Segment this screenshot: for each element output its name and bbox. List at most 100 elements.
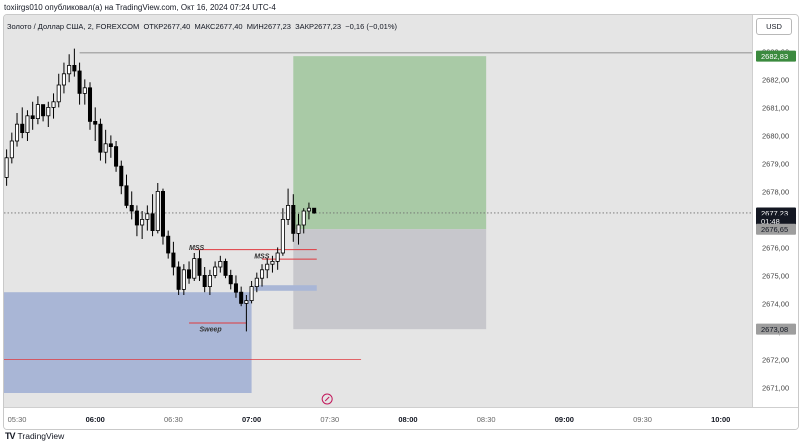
candle-body: [140, 218, 145, 226]
price-tick-label: 2675,00: [762, 271, 789, 280]
candle-body: [129, 204, 134, 212]
candle-body: [25, 115, 30, 134]
candle-body: [306, 207, 311, 212]
price-tick-label: 2678,00: [762, 187, 789, 196]
candle-body: [87, 87, 93, 122]
candle-body: [181, 269, 186, 290]
annotation-label: MSS: [189, 245, 205, 252]
candle-body: [207, 274, 212, 287]
time-scale-axis: 05:30 06:00 06:30 07:00 07:30 08:00 08:30 09:00…: [8, 415, 731, 424]
candle-body: [41, 104, 46, 117]
candle-body: [265, 263, 270, 271]
candle-body: [93, 121, 98, 125]
candle-body: [270, 260, 275, 265]
candle-body: [202, 274, 207, 287]
candle-body: [244, 300, 249, 304]
candle-body: [35, 104, 40, 119]
time-tick-label: 07:00: [242, 415, 261, 424]
price-tick-label: 2672,00: [762, 355, 789, 364]
annotation-label: Sweep: [199, 326, 222, 333]
ohlc-open: ОТКР2677,40: [143, 22, 191, 31]
candle-body: [213, 266, 218, 276]
candle-body: [30, 115, 35, 120]
candle-body: [249, 286, 254, 302]
candle-body: [51, 101, 56, 108]
candle-body: [187, 269, 192, 279]
price-label-box: [756, 50, 796, 62]
candle-body: [77, 70, 82, 94]
candle-body: [218, 260, 223, 268]
candle-body: [15, 123, 20, 142]
publisher-caption: toxiirgs010 опубликовал(а) на TradingVie…: [4, 3, 276, 12]
replay-icon: [321, 393, 333, 405]
price-label-text: 2676,65: [761, 225, 788, 234]
ohlc-change: −0,16 (−0,01%): [345, 22, 397, 31]
candlestick-chart[interactable]: MSS MSS Sweep: [4, 15, 752, 407]
price-tick-label: 2682,00: [762, 75, 789, 84]
candle-body: [192, 258, 197, 279]
candle-body: [46, 107, 51, 117]
chart-plot-area[interactable]: MSS MSS Sweep Золото / Доллар США, 2, FORE…: [4, 15, 752, 407]
price-label-text: 01:48: [761, 217, 780, 226]
candle-body: [275, 252, 280, 262]
candle-body: [61, 73, 66, 86]
candle-body: [171, 252, 176, 268]
tradingview-brand: TV TradingView: [5, 431, 64, 441]
time-tick-label: 08:00: [398, 415, 417, 424]
candle-body: [124, 185, 129, 206]
candle-body: [20, 123, 25, 133]
price-scale-axis: 2684,002683,002682,002681,002680,002679,…: [756, 19, 796, 392]
candle-body: [228, 274, 233, 285]
candle-body: [280, 218, 285, 254]
candle-body: [296, 224, 301, 234]
price-tick-label: 2676,00: [762, 243, 789, 252]
time-tick-label: 08:30: [477, 415, 496, 424]
time-tick-label: 09:00: [555, 415, 574, 424]
candle-body: [286, 204, 291, 220]
currency-button[interactable]: USD: [756, 18, 792, 35]
candle-body: [103, 143, 108, 153]
candle-body: [197, 258, 202, 276]
loss-zone: [293, 229, 487, 330]
candle-body: [254, 277, 259, 288]
replay-icon-mark: [324, 396, 330, 402]
candle-body: [114, 146, 119, 167]
price-label-box: [756, 215, 796, 227]
price-tick-label: 2671,00: [762, 383, 789, 392]
candle-body: [72, 65, 77, 72]
candle-body: [239, 291, 244, 304]
small-zone: [254, 285, 317, 291]
symbol-name[interactable]: Золото / Доллар США, 2, FOREXCOM: [7, 22, 140, 31]
time-tick-label: 05:30: [8, 415, 27, 424]
candle-body: [98, 123, 103, 153]
candle-body: [176, 266, 181, 290]
candle-body: [150, 213, 155, 232]
chart-frame: MSS MSS Sweep Золото / Доллар США, 2, FORE…: [3, 14, 799, 430]
ohlc-high: МАКС2677,40: [194, 22, 243, 31]
price-scale[interactable]: 2684,002683,002682,002681,002680,002679,…: [752, 15, 798, 407]
candle-body: [301, 210, 306, 226]
demand-zone: [4, 292, 252, 393]
price-label-text: 2673,08: [761, 325, 788, 334]
candle-body: [82, 87, 87, 94]
tradingview-logo-icon: TV: [5, 431, 15, 441]
time-tick-label: 10:00: [711, 415, 730, 424]
candle-body: [233, 283, 238, 293]
candle-body: [145, 213, 150, 220]
candle-body: [223, 260, 228, 276]
candle-body: [119, 165, 124, 187]
candle-body: [9, 140, 14, 159]
time-tick-label: 06:00: [86, 415, 105, 424]
price-label-text: 2677,23: [761, 209, 788, 218]
candle-body: [134, 210, 139, 226]
candle-body: [4, 157, 9, 178]
time-tick-label: 09:30: [633, 415, 652, 424]
candle-body: [160, 190, 165, 237]
brand-name: TradingView: [17, 431, 65, 441]
time-scale[interactable]: 05:30 06:00 06:30 07:00 07:30 08:00 08:30 09:00…: [4, 407, 798, 429]
profit-zone: [293, 56, 487, 230]
price-tick-label: 2681,00: [762, 103, 789, 112]
price-label-text: 2682,83: [761, 52, 788, 61]
time-tick-label: 07:30: [320, 415, 339, 424]
candle-body: [108, 143, 113, 148]
